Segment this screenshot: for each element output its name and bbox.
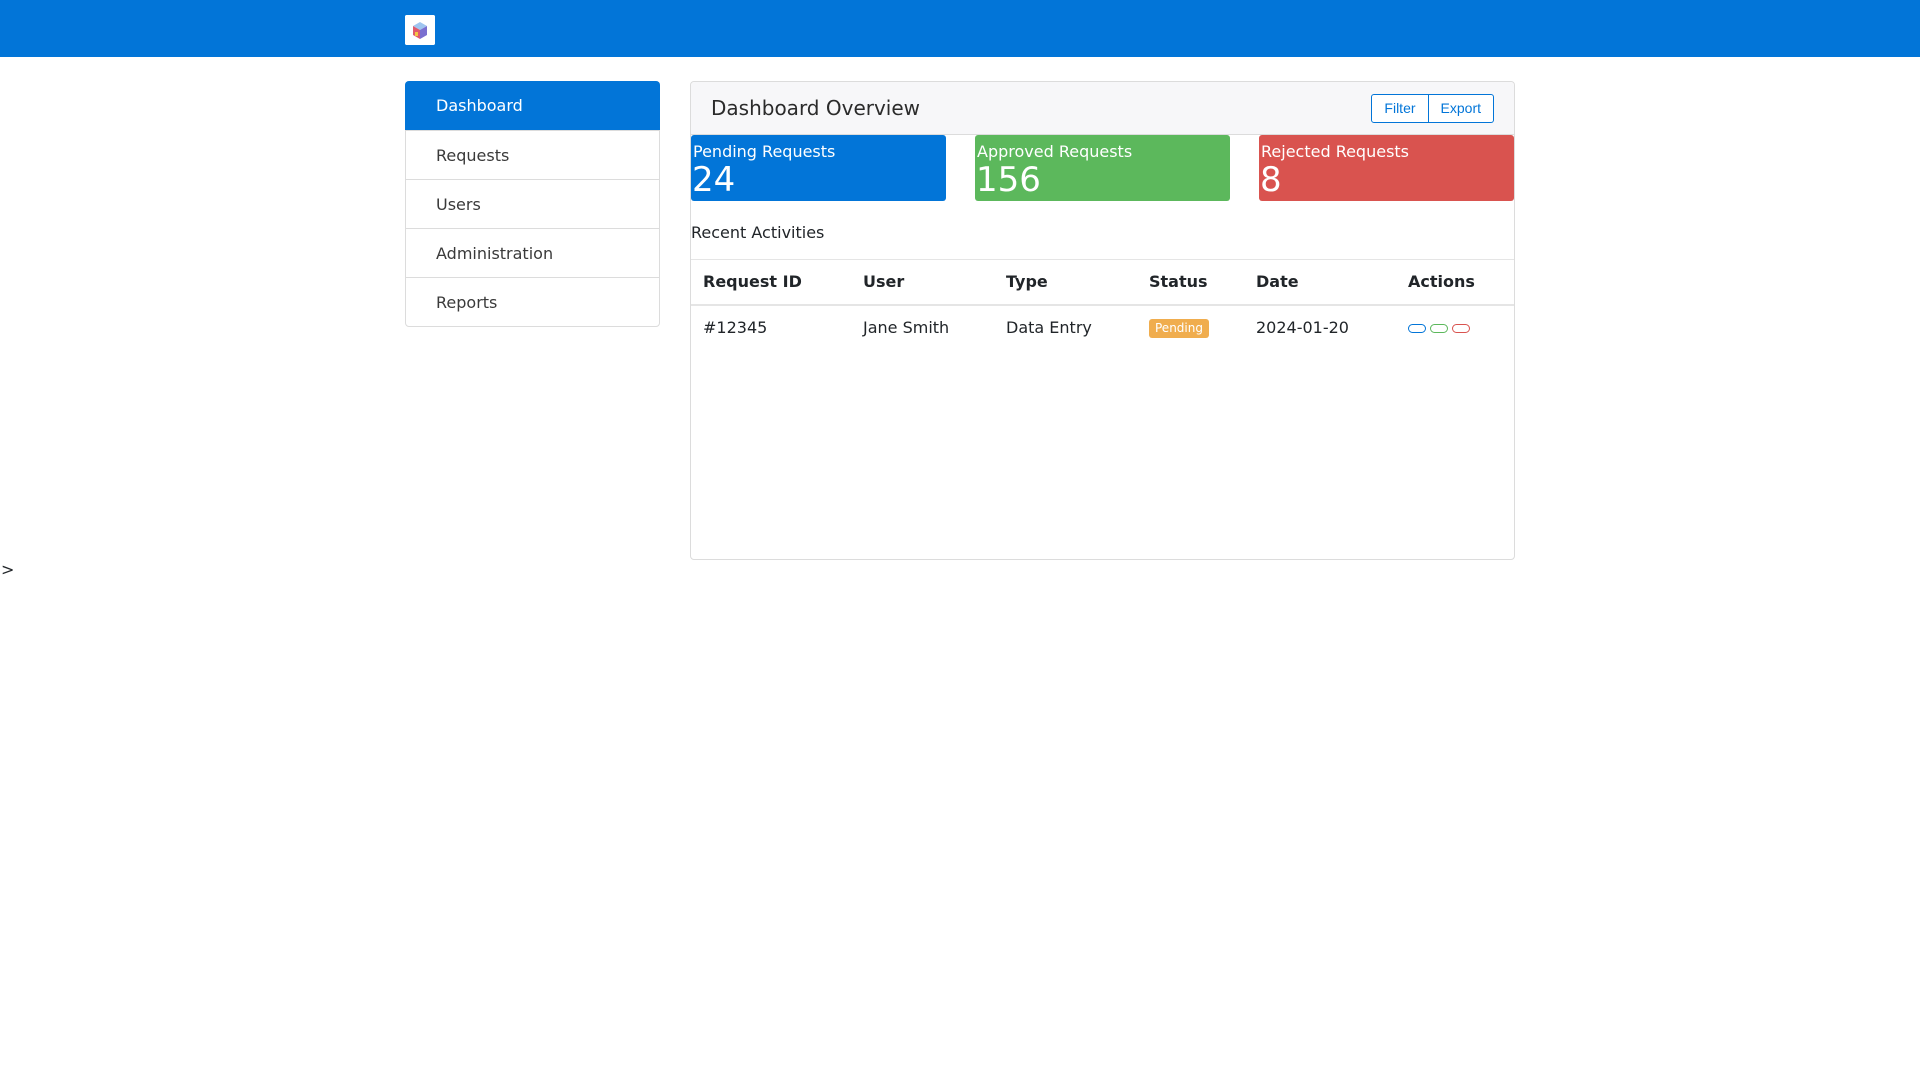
stats-row: Pending Requests 24 Approved Requests 15… xyxy=(691,135,1514,201)
sidebar-item-requests[interactable]: Requests xyxy=(406,130,659,179)
column-header-user: User xyxy=(851,259,994,306)
stat-card-pending: Pending Requests 24 xyxy=(691,135,946,201)
column-header-request-id: Request ID xyxy=(691,259,851,306)
cell-date: 2024-01-20 xyxy=(1256,318,1349,337)
stat-label: Rejected Requests xyxy=(1261,142,1410,161)
sidebar-item-users[interactable]: Users xyxy=(406,179,659,228)
stat-label: Approved Requests xyxy=(977,142,1133,161)
approve-action-button[interactable] xyxy=(1430,324,1448,333)
stat-label: Pending Requests xyxy=(693,142,836,161)
stat-card-rejected: Rejected Requests 8 xyxy=(1259,135,1514,201)
top-navbar xyxy=(0,0,1920,57)
stray-text: > xyxy=(1,560,15,579)
column-header-type: Type xyxy=(994,259,1137,306)
status-badge: Pending xyxy=(1149,319,1209,338)
recent-activities-table: Request ID User Type Status Date Actions… xyxy=(691,259,1514,350)
column-header-status: Status xyxy=(1137,259,1244,306)
filter-button[interactable]: Filter xyxy=(1371,94,1429,123)
view-action-button[interactable] xyxy=(1408,324,1426,333)
cell-user: Jane Smith xyxy=(863,318,950,337)
stat-value: 8 xyxy=(1260,160,1282,200)
sidebar-nav: Dashboard Requests Users Administration … xyxy=(405,81,660,327)
reject-action-button[interactable] xyxy=(1452,324,1470,333)
cell-type: Data Entry xyxy=(1006,318,1092,337)
stat-value: 156 xyxy=(976,160,1041,200)
cell-status: Pending xyxy=(1137,305,1244,350)
dashboard-card: Dashboard Overview Filter Export Pending… xyxy=(690,81,1515,560)
header-button-group: Filter Export xyxy=(1371,94,1494,123)
sidebar-item-administration[interactable]: Administration xyxy=(406,228,659,277)
sidebar-item-dashboard[interactable]: Dashboard xyxy=(405,81,660,130)
cell-actions xyxy=(1396,305,1514,350)
recent-activities-title: Recent Activities xyxy=(691,223,825,242)
column-header-actions: Actions xyxy=(1396,259,1514,306)
table-row: #12345 Jane Smith Data Entry Pending 202… xyxy=(691,305,1514,350)
column-header-date: Date xyxy=(1244,259,1396,306)
page-title: Dashboard Overview xyxy=(711,96,921,120)
stat-value: 24 xyxy=(692,160,736,200)
stat-card-approved: Approved Requests 156 xyxy=(975,135,1230,201)
card-header: Dashboard Overview Filter Export xyxy=(691,82,1514,135)
table-header-row: Request ID User Type Status Date Actions xyxy=(691,259,1514,306)
cell-request-id: #12345 xyxy=(703,318,768,337)
export-button[interactable]: Export xyxy=(1428,94,1494,123)
sidebar-item-reports[interactable]: Reports xyxy=(406,277,659,326)
app-logo-icon[interactable] xyxy=(405,15,435,45)
